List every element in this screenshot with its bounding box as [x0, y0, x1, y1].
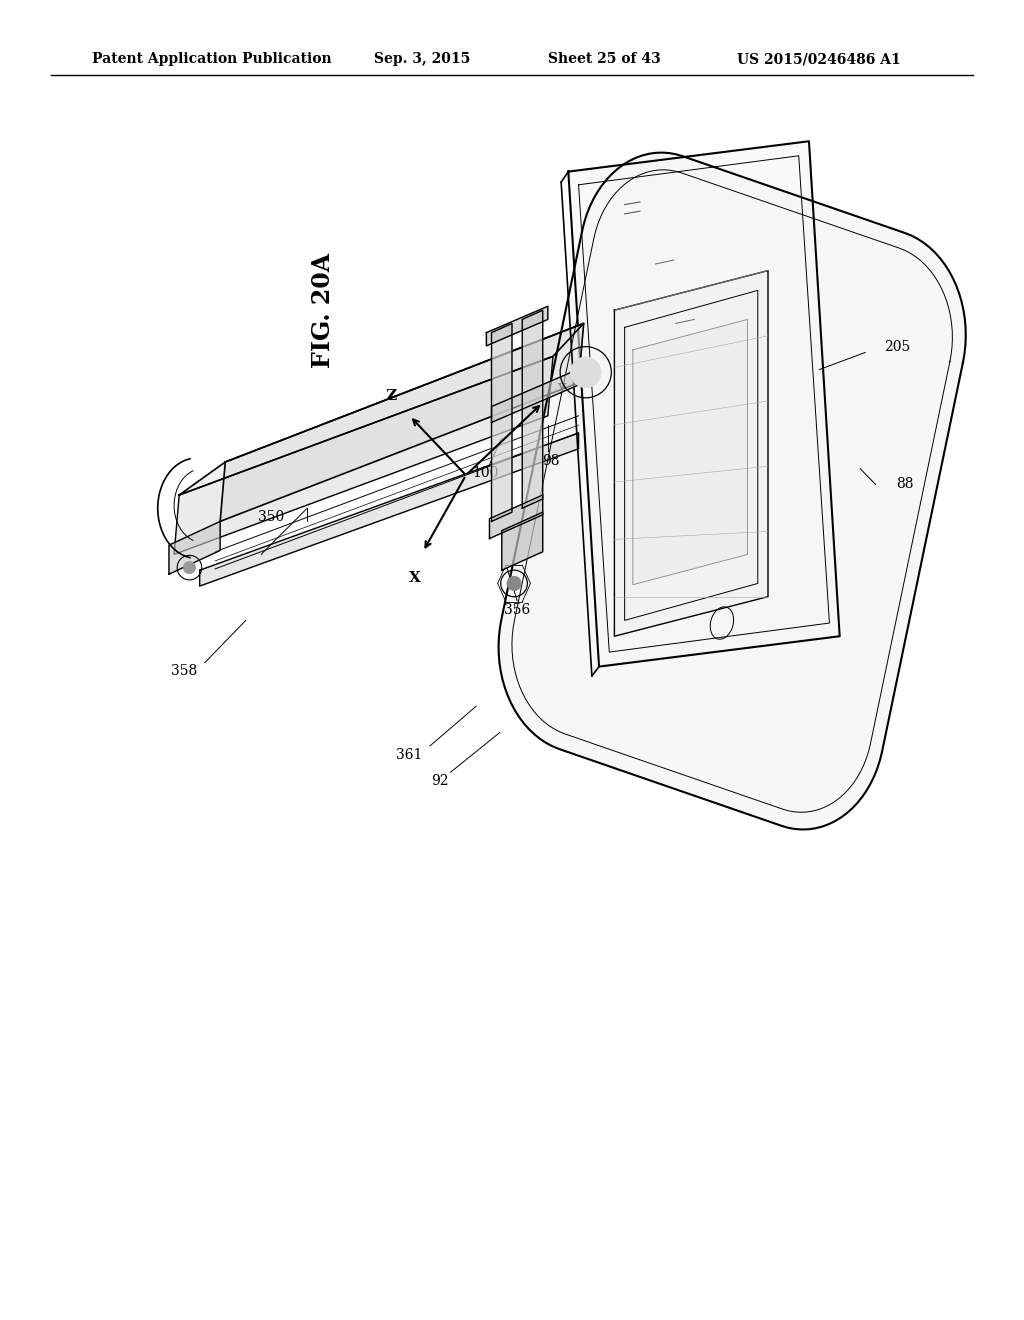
Polygon shape — [179, 323, 584, 495]
Text: 356: 356 — [504, 603, 530, 616]
Text: 361: 361 — [396, 748, 423, 762]
Text: X: X — [409, 572, 421, 585]
Polygon shape — [502, 512, 543, 570]
Polygon shape — [492, 367, 584, 422]
Polygon shape — [492, 323, 512, 521]
Text: Sep. 3, 2015: Sep. 3, 2015 — [374, 53, 470, 66]
Text: 100: 100 — [472, 466, 499, 479]
Circle shape — [183, 561, 196, 574]
Text: y: y — [557, 380, 565, 393]
Text: 92: 92 — [431, 775, 450, 788]
Polygon shape — [169, 521, 220, 574]
Polygon shape — [499, 153, 966, 829]
Text: Z: Z — [386, 389, 396, 403]
Text: 88: 88 — [896, 478, 913, 491]
Circle shape — [570, 356, 601, 388]
Polygon shape — [220, 323, 584, 521]
Text: FIG. 20A: FIG. 20A — [310, 252, 335, 368]
Polygon shape — [174, 356, 553, 554]
Text: US 2015/0246486 A1: US 2015/0246486 A1 — [737, 53, 901, 66]
Text: Patent Application Publication: Patent Application Publication — [92, 53, 332, 66]
Text: 98: 98 — [542, 454, 560, 467]
Text: 358: 358 — [171, 664, 198, 677]
Polygon shape — [489, 495, 543, 539]
Polygon shape — [614, 271, 768, 636]
Polygon shape — [522, 310, 543, 508]
Polygon shape — [200, 433, 579, 586]
Polygon shape — [486, 306, 548, 346]
Text: 350: 350 — [258, 511, 285, 524]
Polygon shape — [633, 319, 748, 585]
Text: 205: 205 — [884, 341, 910, 354]
Polygon shape — [568, 141, 840, 667]
Circle shape — [507, 577, 521, 590]
Text: Sheet 25 of 43: Sheet 25 of 43 — [548, 53, 660, 66]
